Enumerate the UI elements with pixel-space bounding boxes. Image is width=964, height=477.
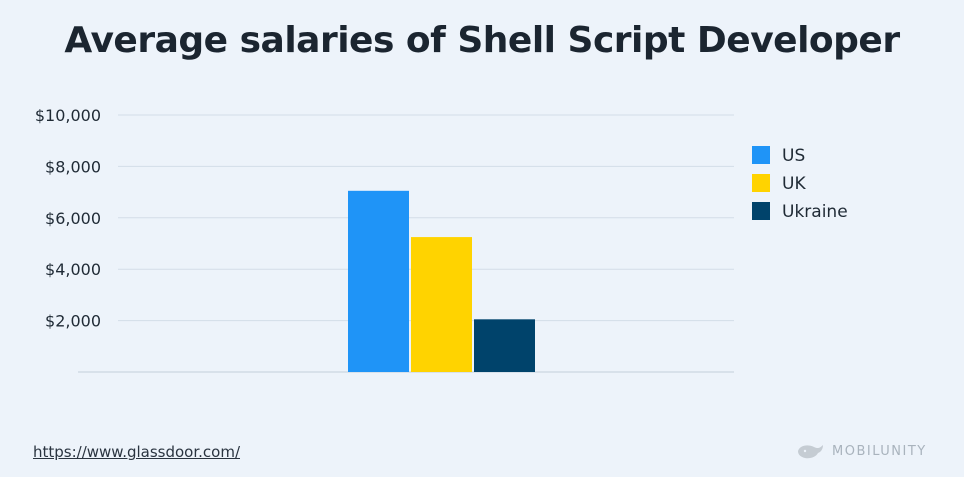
- y-tick-label: $4,000: [45, 260, 101, 279]
- legend-label: UK: [782, 174, 806, 194]
- y-tick-label: $8,000: [45, 157, 101, 176]
- y-tick-label: $6,000: [45, 209, 101, 228]
- chart-title: Average salaries of Shell Script Develop…: [64, 20, 900, 61]
- legend-swatch: [752, 202, 770, 220]
- brand-name: MOBILUNITY: [832, 443, 927, 459]
- bar-us: [348, 190, 409, 372]
- source-link[interactable]: https://www.glassdoor.com/: [33, 443, 240, 461]
- y-axis-labels: $2,000 $4,000 $6,000 $8,000 $10,000: [35, 106, 101, 331]
- legend: US UK Ukraine: [752, 146, 848, 222]
- bars: [348, 190, 535, 372]
- bar-uk: [411, 237, 472, 372]
- legend-label: Ukraine: [782, 202, 848, 222]
- y-tick-label: $10,000: [35, 106, 101, 125]
- legend-swatch: [752, 174, 770, 192]
- bar-ukraine: [474, 319, 535, 372]
- legend-label: US: [782, 146, 805, 166]
- brand-logo: MOBILUNITY: [796, 440, 927, 462]
- whale-icon: [798, 445, 823, 459]
- legend-swatch: [752, 146, 770, 164]
- y-tick-label: $2,000: [45, 312, 101, 331]
